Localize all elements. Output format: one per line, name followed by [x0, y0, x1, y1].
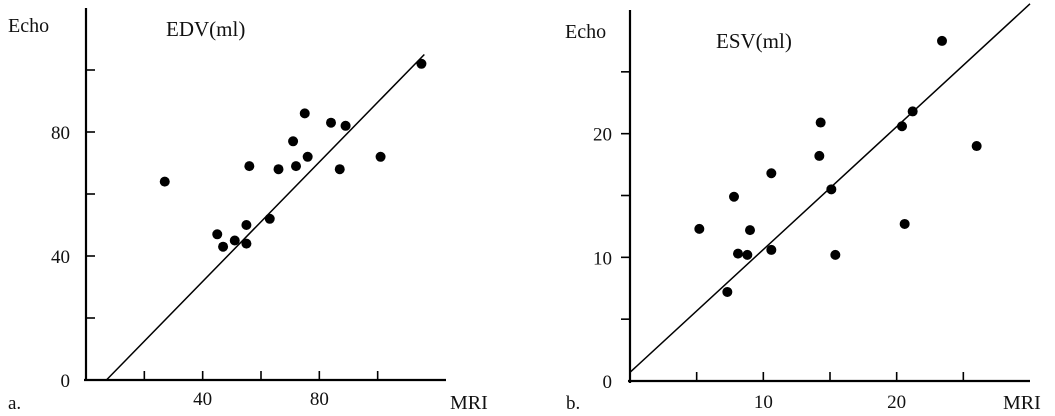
chart-a-point [159, 176, 170, 187]
chart-a-points [159, 58, 427, 252]
chart-b-yticklabels: 0 10 20 [593, 125, 612, 393]
chart-a-xlabel: MRI [450, 392, 488, 414]
chart-a-ylabel: Echo [8, 15, 49, 37]
chart-a-point [264, 213, 275, 224]
chart-a-point [334, 164, 345, 175]
chart-b-point [733, 248, 743, 259]
chart-b-point [830, 249, 841, 260]
chart-b-point [814, 150, 825, 161]
chart-b-point [826, 184, 837, 195]
chart-a-title: EDV(ml) [166, 17, 245, 41]
chart-a-panel-label: a. [8, 393, 21, 414]
chart-a-yticklabels: 0 40 80 [51, 123, 70, 392]
chart-a-ytick-label: 0 [61, 371, 71, 392]
chart-a-xtick-label: 80 [310, 389, 329, 410]
chart-b-xtick-label: 10 [754, 392, 773, 413]
chart-a-point [288, 136, 299, 147]
chart-a-ytick-label: 80 [51, 123, 70, 144]
chart-a-point [241, 238, 252, 249]
chart-b-yticks [621, 71, 630, 320]
chart-b-point [766, 168, 777, 179]
chart-b-point [694, 223, 705, 234]
chart-panel-a: Echo EDV(ml) a. MRI 0 40 80 40 80 [8, 8, 488, 414]
chart-b-point [742, 249, 753, 260]
chart-b-point [897, 121, 907, 132]
chart-a-point [375, 151, 386, 162]
chart-b-point [899, 218, 910, 229]
chart-a-point [241, 220, 252, 230]
chart-b-xtick-label: 20 [887, 392, 906, 413]
chart-a-point [326, 117, 336, 128]
chart-a-point [273, 164, 284, 175]
chart-b-point [907, 106, 918, 117]
chart-a-point [340, 120, 351, 131]
chart-a-xticklabels: 40 80 [193, 389, 329, 410]
chart-b-point [937, 35, 947, 46]
chart-b-point [745, 225, 755, 236]
chart-b-xlabel: MRI [1003, 392, 1041, 414]
chart-a-xtick-label: 40 [193, 389, 212, 410]
chart-a-point [299, 108, 310, 119]
chart-b-title: ESV(ml) [716, 29, 792, 53]
chart-b-panel-label: b. [566, 393, 580, 414]
chart-b-ytick-label: 20 [593, 125, 612, 146]
chart-a-point [302, 151, 313, 162]
chart-b-ytick-label: 10 [593, 248, 612, 269]
chart-b-ylabel: Echo [565, 21, 606, 43]
chart-a-point [244, 161, 255, 172]
chart-a-point [291, 161, 301, 172]
chart-b-points [694, 35, 982, 297]
chart-a-point [212, 229, 223, 240]
chart-b-xticklabels: 10 20 [754, 392, 906, 413]
chart-b-xticks [695, 372, 965, 381]
chart-a-yticks [86, 69, 95, 319]
chart-b-point [971, 141, 982, 152]
chart-panel-b: Echo ESV(ml) b. MRI 0 10 20 10 20 [565, 3, 1041, 414]
chart-a-point [218, 241, 229, 252]
chart-b-point [722, 286, 733, 297]
chart-a-ytick-label: 40 [51, 247, 70, 268]
chart-b-point [815, 117, 826, 128]
chart-b-ytick-label: 0 [603, 372, 613, 393]
chart-b-point [766, 244, 777, 255]
chart-a-xticks [143, 371, 379, 380]
chart-a-point [229, 235, 240, 246]
chart-b-point [729, 191, 739, 202]
chart-a-point [416, 58, 427, 69]
